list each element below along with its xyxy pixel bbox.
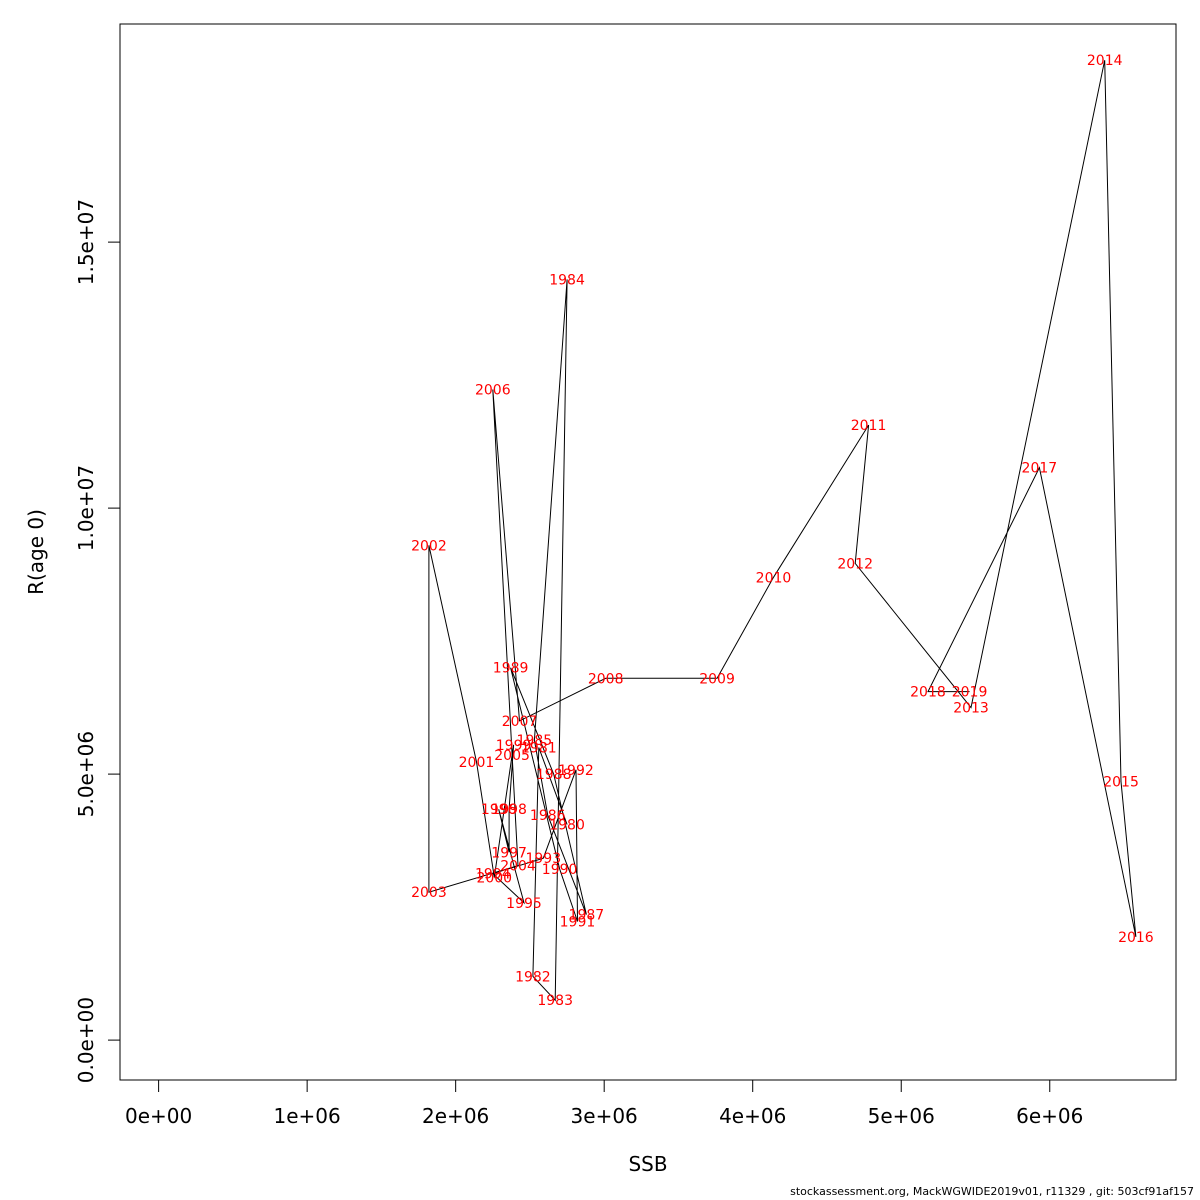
point-label-1988: 1988 — [536, 767, 572, 783]
footer-credit: stockassessment.org, MackWGWIDE2019v01, … — [790, 1185, 1194, 1198]
y-axis-label: R(age 0) — [24, 509, 48, 595]
point-label-1985: 1985 — [517, 733, 553, 749]
point-label-2001: 2001 — [459, 755, 495, 771]
point-label-1993: 1993 — [525, 851, 561, 867]
point-label-2009: 2009 — [699, 671, 735, 687]
y-tick-label: 5.0e+06 — [74, 731, 98, 817]
point-label-2019: 2019 — [952, 685, 988, 701]
point-label-2000: 2000 — [476, 870, 512, 886]
point-label-1991: 1991 — [560, 914, 596, 930]
point-label-2016: 2016 — [1118, 930, 1154, 946]
series-path — [428, 60, 1137, 1002]
point-label-1982: 1982 — [515, 969, 551, 985]
y-tick-label: 1.5e+07 — [74, 199, 98, 285]
point-label-2011: 2011 — [851, 418, 887, 434]
point-label-1996: 1996 — [481, 802, 517, 818]
y-axis: 0.0e+00 5.0e+06 1.0e+07 1.5e+07 — [74, 199, 121, 1083]
point-label-2014: 2014 — [1087, 53, 1123, 69]
plot-box — [119, 23, 1177, 1081]
point-label-1989: 1989 — [493, 661, 529, 677]
year-labels: 1980 1981 1982 1983 1984 1985 1986 1987 1988 1989… — [411, 53, 1154, 1009]
point-label-2015: 2015 — [1103, 775, 1139, 791]
point-label-1984: 1984 — [549, 272, 585, 288]
point-label-2003: 2003 — [411, 885, 447, 901]
point-label-1995: 1995 — [506, 896, 542, 912]
point-label-1997: 1997 — [491, 845, 527, 861]
x-tick-label: 6e+06 — [1016, 1104, 1083, 1128]
x-tick-label: 0e+00 — [125, 1104, 192, 1128]
x-axis: 0e+00 1e+06 2e+06 3e+06 4e+06 5e+06 6e+06 — [125, 1079, 1083, 1128]
point-label-2008: 2008 — [588, 671, 624, 687]
point-label-2013: 2013 — [953, 701, 989, 717]
point-label-2002: 2002 — [411, 538, 447, 554]
point-label-1980: 1980 — [549, 818, 585, 834]
connecting-path — [428, 60, 1137, 1002]
point-label-2006: 2006 — [475, 382, 511, 398]
point-label-2007: 2007 — [502, 714, 538, 730]
point-label-1986: 1986 — [530, 808, 566, 824]
point-label-1987: 1987 — [569, 908, 605, 924]
x-tick-label: 1e+06 — [274, 1104, 341, 1128]
x-tick-label: 5e+06 — [868, 1104, 935, 1128]
y-tick-label: 0.0e+00 — [74, 997, 98, 1083]
x-axis-label: SSB — [628, 1152, 667, 1176]
x-tick-label: 4e+06 — [719, 1104, 786, 1128]
point-label-1983: 1983 — [537, 993, 573, 1009]
point-label-1999: 1999 — [496, 738, 532, 754]
point-label-1998: 1998 — [491, 802, 527, 818]
x-tick-label: 2e+06 — [422, 1104, 489, 1128]
x-tick-label: 3e+06 — [571, 1104, 638, 1128]
point-label-2005: 2005 — [494, 748, 530, 764]
point-label-2012: 2012 — [837, 556, 873, 572]
y-tick-label: 1.0e+07 — [74, 465, 98, 551]
point-label-2004: 2004 — [500, 859, 536, 875]
point-label-2017: 2017 — [1022, 461, 1058, 477]
point-label-1981: 1981 — [521, 741, 557, 757]
point-label-1990: 1990 — [542, 862, 578, 878]
point-label-2010: 2010 — [756, 570, 792, 586]
point-label-1992: 1992 — [558, 763, 594, 779]
point-label-2018: 2018 — [910, 685, 946, 701]
point-label-1994: 1994 — [475, 867, 511, 883]
